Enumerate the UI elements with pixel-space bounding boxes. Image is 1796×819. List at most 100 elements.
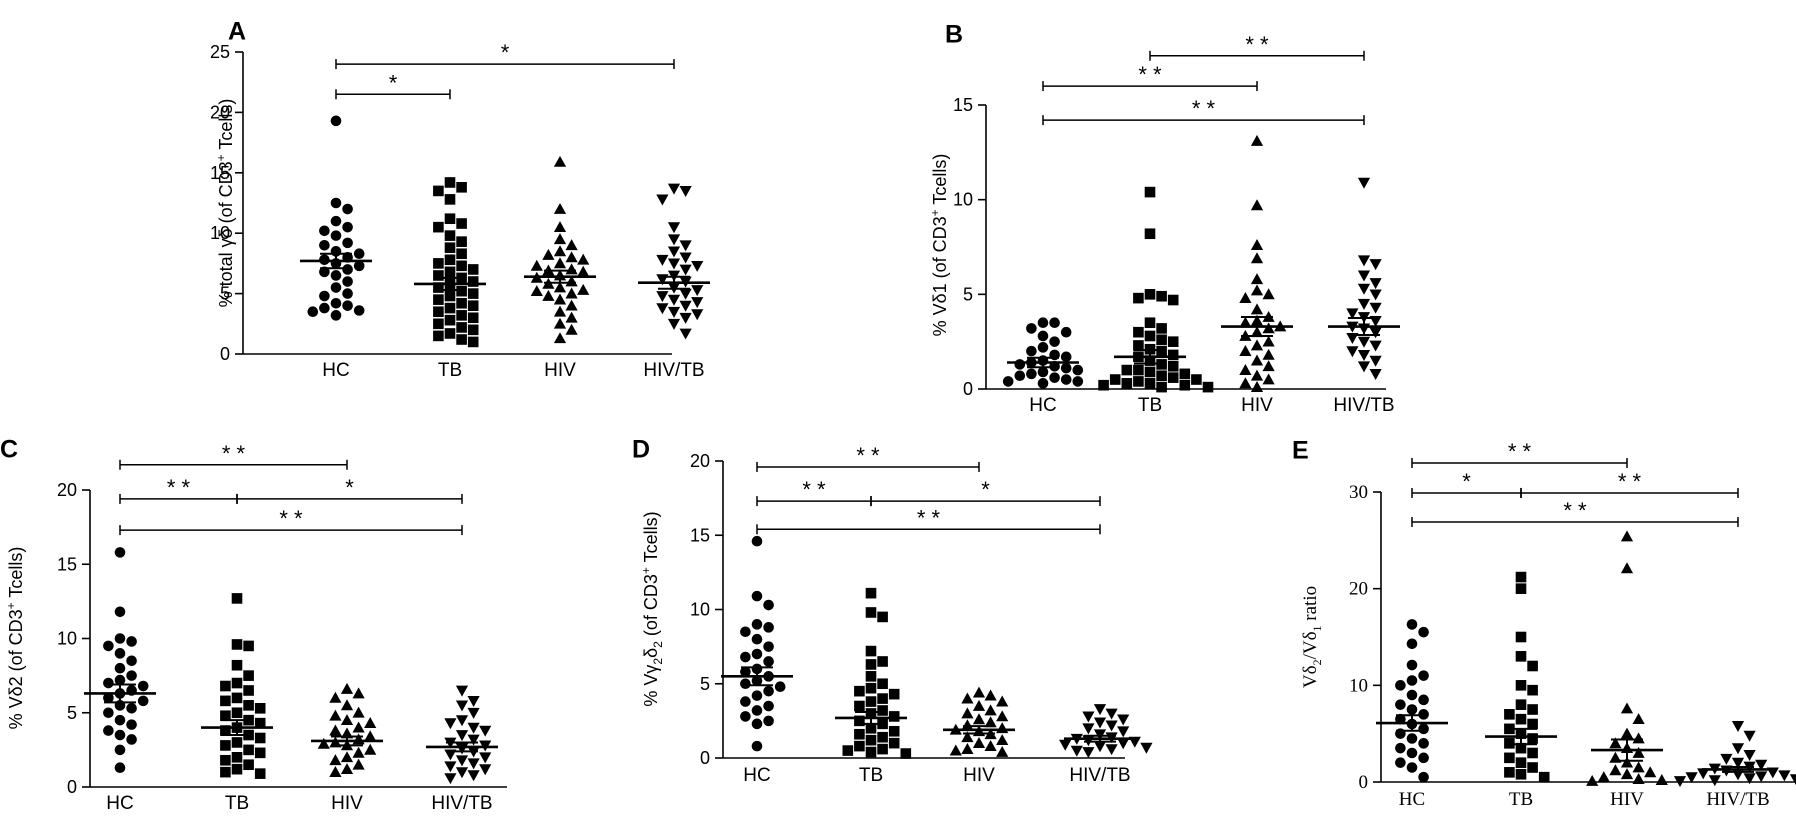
data-point [1250, 369, 1264, 381]
data-point [1357, 255, 1371, 267]
data-point [656, 254, 669, 266]
data-point [254, 747, 266, 759]
significance-bracket: * [236, 475, 463, 504]
data-point [877, 705, 888, 716]
data-point [691, 309, 704, 321]
data-point [1357, 298, 1371, 310]
y-axis-label: Vδ2/Vδ1 ratio [1300, 586, 1324, 688]
data-point [1731, 757, 1745, 769]
data-point [1418, 723, 1429, 735]
data-point [751, 535, 763, 547]
series-tb [835, 587, 912, 759]
data-point [103, 692, 114, 704]
data-point [220, 710, 231, 722]
data-point [1262, 335, 1275, 347]
data-point [319, 225, 330, 237]
data-point [877, 743, 888, 755]
data-point [1515, 571, 1527, 583]
data-point [774, 681, 786, 693]
data-point [1586, 774, 1599, 786]
panel-label-a: A [228, 18, 246, 46]
data-point [342, 300, 353, 311]
data-point [114, 714, 126, 726]
data-point [1406, 675, 1418, 686]
significance-bracket: * * [1520, 469, 1739, 498]
data-point [467, 336, 479, 348]
significance-stars: * * [1508, 439, 1532, 464]
data-point [751, 690, 763, 701]
data-point [114, 648, 126, 659]
data-point [530, 259, 543, 271]
data-point [1527, 733, 1538, 744]
data-point [433, 185, 444, 197]
data-point [330, 230, 342, 241]
data-point [1167, 349, 1179, 361]
data-point [455, 730, 469, 742]
data-point [456, 181, 467, 193]
series-hiv-tb [1059, 704, 1153, 759]
data-point [330, 115, 342, 127]
data-point [114, 729, 126, 741]
data-point [888, 688, 900, 700]
data-point [1156, 370, 1167, 382]
data-point [1026, 323, 1037, 334]
data-point [364, 730, 377, 742]
data-point [877, 693, 888, 704]
data-point [330, 215, 342, 227]
data-point [1418, 694, 1429, 706]
data-point [667, 294, 681, 306]
data-point [1250, 284, 1264, 296]
data-point [854, 685, 865, 697]
data-point [231, 737, 243, 748]
significance-stars: * * [279, 506, 303, 531]
data-point [433, 221, 444, 233]
y-tick-label: 10 [690, 600, 710, 620]
chart-panel-b: B 0 5 10 15 HC TB HIV HIV/TB % Vδ1 (of CD3+ Tcell… [928, 21, 1400, 416]
data-point [342, 237, 353, 249]
data-point [888, 725, 900, 737]
data-point [961, 742, 974, 754]
significance-bracket: * [335, 40, 675, 70]
data-point [553, 233, 567, 245]
data-point [220, 680, 231, 692]
significance-bracket: * * [1411, 439, 1628, 468]
data-point [984, 740, 997, 751]
data-point [1105, 744, 1118, 756]
data-point [996, 695, 1009, 707]
data-point [1632, 713, 1645, 725]
data-point [1167, 372, 1179, 383]
data-point [763, 685, 774, 697]
panel-label-d: D [632, 436, 650, 464]
data-point [1144, 317, 1156, 329]
data-point [1060, 374, 1072, 385]
data-point [656, 291, 669, 303]
data-point [1369, 355, 1382, 367]
data-point [900, 748, 912, 759]
data-point [1527, 660, 1538, 672]
data-point [126, 636, 137, 647]
x-category-label: HIV [331, 793, 363, 814]
data-point [1778, 770, 1791, 782]
data-point [456, 334, 467, 345]
data-point [126, 702, 137, 714]
data-point [1250, 381, 1264, 392]
significance-stars: * * [1245, 32, 1269, 57]
data-point [740, 626, 751, 638]
data-point [467, 758, 480, 770]
data-point [1369, 278, 1382, 290]
data-point [329, 766, 342, 778]
data-point [565, 263, 578, 275]
data-point [577, 265, 590, 277]
series-hc [1002, 317, 1084, 389]
data-point [1202, 381, 1214, 393]
data-point [1515, 757, 1527, 768]
data-point [1026, 345, 1037, 357]
data-point [455, 685, 469, 697]
data-point [842, 745, 854, 756]
data-point [1156, 334, 1167, 346]
data-point [1620, 768, 1634, 780]
data-point [126, 655, 137, 667]
data-point [577, 253, 590, 265]
data-point [342, 276, 353, 287]
y-tick-label: 10 [210, 223, 230, 243]
